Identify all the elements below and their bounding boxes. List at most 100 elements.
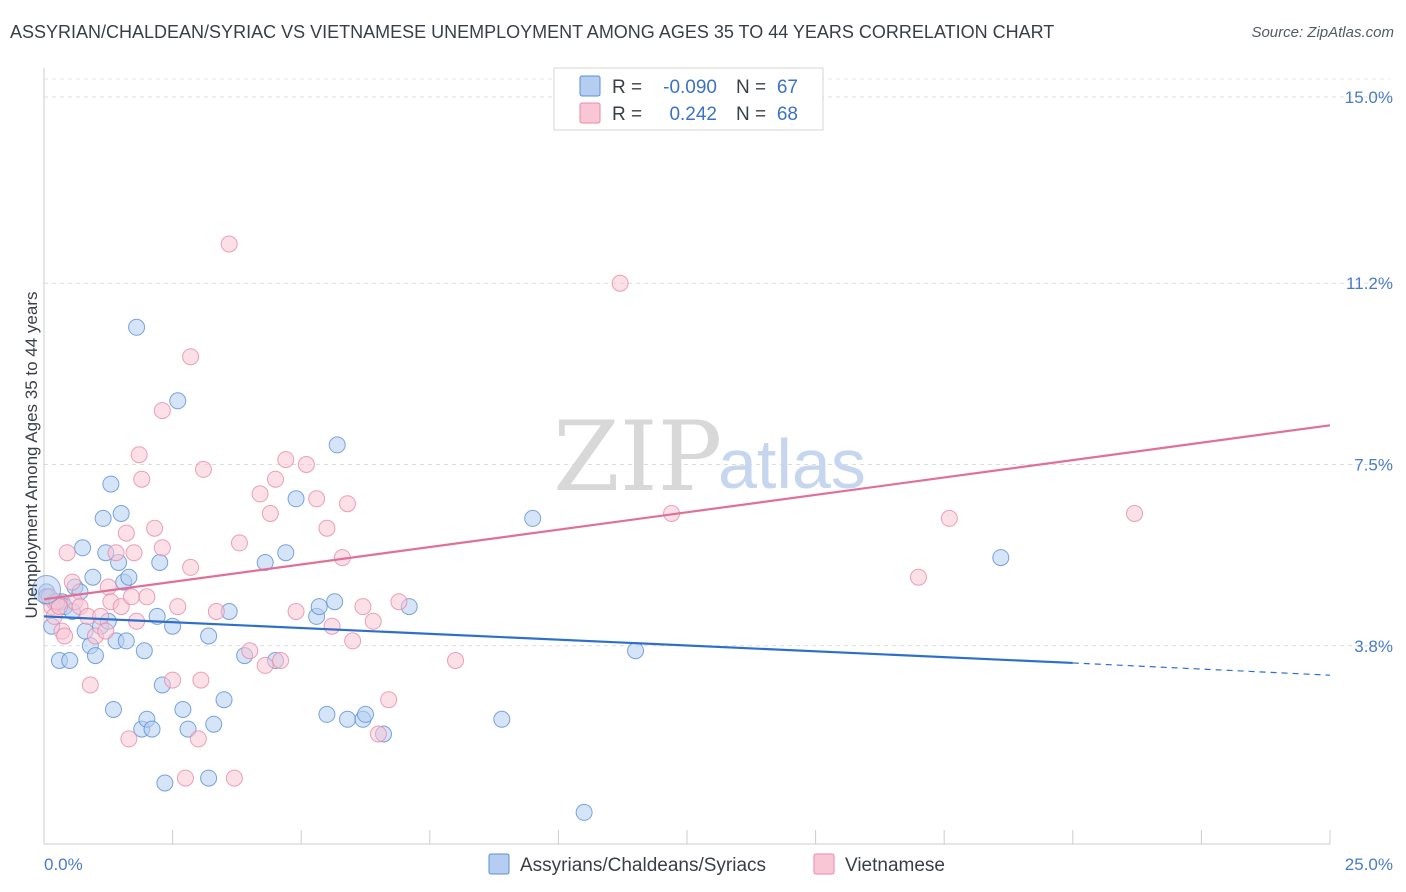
point-vietnamese-7 xyxy=(58,544,76,562)
y-tick-label-1: 7.5% xyxy=(1354,456,1393,475)
legend-swatch-pink xyxy=(579,102,601,124)
point-vietnamese-15 xyxy=(97,622,115,640)
point-vietnamese-32 xyxy=(169,598,187,616)
point-assyrian-52 xyxy=(310,598,328,616)
point-assyrian-28 xyxy=(128,318,146,336)
point-vietnamese-33 xyxy=(176,769,194,787)
point-vietnamese-8 xyxy=(63,573,81,591)
point-assyrian-54 xyxy=(326,593,344,611)
point-assyrian-65 xyxy=(992,549,1010,567)
point-vietnamese-22 xyxy=(122,588,140,606)
point-vietnamese-41 xyxy=(225,769,243,787)
point-assyrian-39 xyxy=(174,701,192,718)
point-vietnamese-21 xyxy=(120,730,138,748)
axes xyxy=(43,68,1331,845)
point-assyrian-50 xyxy=(287,490,305,508)
point-vietnamese-18 xyxy=(107,544,125,562)
legend-n-label-1: N = xyxy=(736,77,766,98)
point-assyrian-17 xyxy=(94,509,112,527)
grid-lines xyxy=(44,78,1390,647)
point-assyrian-49 xyxy=(277,544,295,562)
legend-r-label-2: R = xyxy=(612,104,642,125)
point-assyrian-32 xyxy=(143,720,161,738)
legend-swatch-blue xyxy=(579,75,601,97)
bottom-legend-swatch-pink xyxy=(813,853,835,875)
point-vietnamese-4 xyxy=(50,598,68,616)
legend-n-value-2: 68 xyxy=(777,104,798,125)
point-vietnamese-28 xyxy=(146,519,164,537)
trend-line-assyrian xyxy=(43,615,1073,665)
point-assyrian-7 xyxy=(61,652,79,669)
point-vietnamese-16 xyxy=(99,578,117,596)
point-vietnamese-57 xyxy=(344,632,362,650)
legend-r-value-2: 0.242 xyxy=(669,104,717,125)
point-assyrian-34 xyxy=(151,554,169,571)
point-assyrian-53 xyxy=(318,705,336,723)
y-tick-label-3: 15.0% xyxy=(1345,88,1393,107)
point-assyrian-41 xyxy=(200,769,218,787)
point-assyrian-44 xyxy=(215,691,233,709)
point-vietnamese-36 xyxy=(189,730,207,748)
point-vietnamese-62 xyxy=(390,593,408,611)
point-vietnamese-51 xyxy=(297,456,315,473)
point-vietnamese-58 xyxy=(354,598,372,616)
series-legend: Assyrians/Chaldeans/Syriacs Vietnamese xyxy=(488,853,945,876)
point-vietnamese-50 xyxy=(287,603,305,620)
point-assyrian-38 xyxy=(169,392,187,410)
bottom-legend-swatch-blue xyxy=(488,853,510,875)
bottom-legend-label-blue: Assyrians/Chaldeans/Syriacs xyxy=(520,855,766,876)
watermark: ZIP atlas xyxy=(553,401,866,513)
point-assyrian-43 xyxy=(205,715,223,733)
source-label: Source: ZipAtlas.com xyxy=(1251,24,1394,41)
point-assyrian-56 xyxy=(338,710,356,728)
y-tick-label-2: 11.2% xyxy=(1346,274,1393,293)
point-assyrian-24 xyxy=(112,505,130,522)
point-vietnamese-59 xyxy=(364,612,382,630)
point-vietnamese-35 xyxy=(182,348,200,366)
point-assyrian-36 xyxy=(156,774,174,792)
point-vietnamese-31 xyxy=(164,671,182,689)
y-tick-label-0: 3.8% xyxy=(1354,637,1393,656)
point-vietnamese-49 xyxy=(277,451,295,469)
watermark-zip: ZIP xyxy=(553,401,722,513)
point-assyrian-37 xyxy=(164,617,182,635)
point-vietnamese-52 xyxy=(308,490,326,508)
point-assyrian-20 xyxy=(102,475,120,493)
point-vietnamese-47 xyxy=(266,470,284,488)
legend-n-label-2: N = xyxy=(736,104,766,125)
point-assyrian-63 xyxy=(575,803,593,821)
point-vietnamese-40 xyxy=(220,235,238,253)
y-axis-label: Unemployment Among Ages 35 to 44 years xyxy=(22,292,41,619)
point-assyrian-58 xyxy=(357,705,374,723)
trend-line-vietnamese xyxy=(43,424,1331,601)
trend-line-extension-assyrian xyxy=(1072,662,1331,676)
legend-n-value-1: 67 xyxy=(777,77,798,98)
y-tick-labels: 3.8% 7.5% 11.2% 15.0% xyxy=(1345,88,1393,656)
point-vietnamese-46 xyxy=(261,505,279,522)
point-assyrian-64 xyxy=(627,642,645,660)
point-vietnamese-34 xyxy=(182,558,200,576)
bottom-legend-label-pink: Vietnamese xyxy=(845,855,945,876)
point-vietnamese-66 xyxy=(940,509,958,527)
chart-title: ASSYRIAN/CHALDEAN/SYRIAC VS VIETNAMESE U… xyxy=(10,22,1055,42)
point-assyrian-27 xyxy=(120,568,138,586)
legend-r-label-1: R = xyxy=(612,77,642,98)
correlation-legend: R = -0.090 N = 67 R = 0.242 N = 68 xyxy=(553,67,824,131)
x-tick-labels: 0.0% 25.0% xyxy=(44,855,1393,874)
x-tick-label-0: 0.0% xyxy=(44,855,83,874)
point-vietnamese-39 xyxy=(207,603,225,620)
point-vietnamese-25 xyxy=(130,446,148,464)
point-vietnamese-27 xyxy=(138,588,156,606)
point-assyrian-62 xyxy=(524,509,542,527)
point-assyrian-15 xyxy=(86,647,104,665)
point-assyrian-21 xyxy=(104,701,122,718)
point-vietnamese-20 xyxy=(117,524,135,542)
point-vietnamese-61 xyxy=(380,691,398,709)
point-vietnamese-14 xyxy=(92,607,110,625)
x-tick-label-1: 25.0% xyxy=(1345,855,1393,874)
point-vietnamese-6 xyxy=(56,627,74,645)
point-vietnamese-68 xyxy=(909,568,927,586)
point-assyrian-14 xyxy=(84,568,102,586)
point-assyrian-61 xyxy=(493,710,511,728)
